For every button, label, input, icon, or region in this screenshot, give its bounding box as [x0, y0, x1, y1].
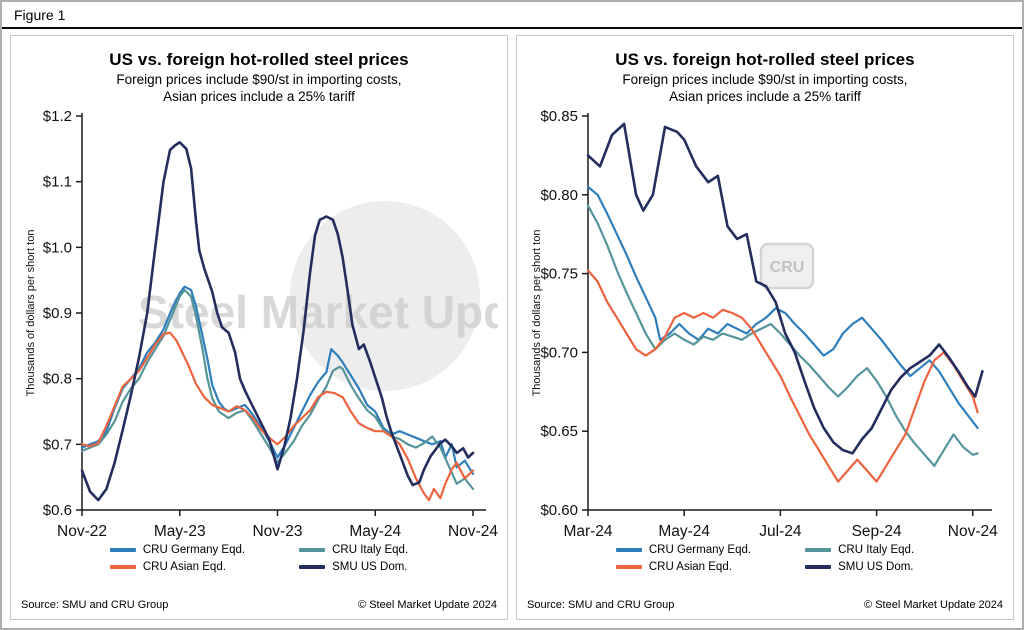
source-note: Source: SMU and CRU Group — [21, 599, 169, 611]
legend-item-smu-us-dom: SMU US Dom. — [805, 561, 914, 573]
legend-line-cru-italy — [299, 548, 326, 552]
legend-label-smu-us-dom: SMU US Dom. — [332, 561, 408, 573]
legend-line-cru-germany — [109, 548, 136, 552]
copyright-note: © Steel Market Update 2024 — [358, 599, 497, 611]
svg-text:$1.2: $1.2 — [43, 108, 72, 125]
svg-text:May-24: May-24 — [658, 523, 710, 540]
chart-panel-right: US vs. foreign hot-rolled steel prices F… — [516, 35, 1014, 620]
svg-text:Nov-22: Nov-22 — [57, 523, 107, 540]
figure-label: Figure 1 — [2, 2, 1022, 29]
price-line-chart-right: CRU $0.60 $0.65 $0.70 $0.75 $0.80 $0.85 Mar-24 M… — [531, 108, 998, 540]
chart-subtitle-line2: Asian prices include a 25% tariff — [669, 89, 861, 104]
legend-item-cru-germany: CRU Germany Eqd. — [615, 544, 752, 556]
legend-label-cru-italy: CRU Italy Eqd. — [332, 544, 409, 556]
chart-subtitle-line1: Foreign prices include $90/st in importi… — [116, 72, 402, 87]
chart-subtitle-line2: Asian prices include a 25% tariff — [163, 89, 355, 104]
chart-panels: US vs. foreign hot-rolled steel prices F… — [2, 29, 1022, 628]
panel-footer-right: Source: SMU and CRU Group © Steel Market… — [517, 593, 1013, 614]
panel-footer-left: Source: SMU and CRU Group © Steel Market… — [11, 593, 507, 614]
svg-text:CRU: CRU — [770, 259, 805, 276]
svg-text:Thousands of dollars per short: Thousands of dollars per short ton — [531, 230, 543, 397]
svg-text:$0.6: $0.6 — [43, 502, 72, 519]
chart-legend-right: CRU Germany Eqd. CRU Italy Eqd. CRU Asia… — [615, 544, 914, 573]
svg-text:$0.70: $0.70 — [540, 344, 578, 361]
legend-label-cru-germany: CRU Germany Eqd. — [142, 544, 246, 556]
svg-text:Thousands of dollars per short: Thousands of dollars per short ton — [25, 230, 37, 397]
chart-legend-left: CRU Germany Eqd. CRU Italy Eqd. CRU Asia… — [109, 544, 408, 573]
chart-title: US vs. foreign hot-rolled steel prices — [109, 50, 409, 69]
legend-item-smu-us-dom: SMU US Dom. — [299, 561, 408, 573]
svg-text:$0.65: $0.65 — [540, 423, 578, 440]
legend-item-cru-italy: CRU Italy Eqd. — [805, 544, 914, 556]
svg-text:Nov-23: Nov-23 — [252, 523, 302, 540]
svg-text:$1.0: $1.0 — [43, 239, 72, 256]
svg-text:May-24: May-24 — [349, 523, 401, 540]
copyright-note: © Steel Market Update 2024 — [864, 599, 1003, 611]
legend-item-cru-asian: CRU Asian Eqd. — [615, 561, 751, 573]
svg-text:Mar-24: Mar-24 — [563, 523, 612, 540]
legend-line-cru-italy — [805, 548, 832, 552]
chart-title: US vs. foreign hot-rolled steel prices — [615, 50, 915, 69]
price-line-chart-left: Steel Market Update$0.6$0.7$0.8$0.9$1.0$… — [25, 108, 498, 540]
svg-text:$0.9: $0.9 — [43, 305, 72, 322]
svg-text:$0.8: $0.8 — [43, 371, 72, 388]
legend-item-cru-asian: CRU Asian Eqd. — [109, 561, 245, 573]
legend-label-smu-us-dom: SMU US Dom. — [838, 561, 914, 573]
legend-line-smu-us-dom — [805, 565, 832, 569]
svg-text:$1.1: $1.1 — [43, 174, 72, 191]
svg-text:$0.75: $0.75 — [540, 266, 578, 283]
chart-panel-left: US vs. foreign hot-rolled steel prices F… — [10, 35, 508, 620]
legend-label-cru-asian: CRU Asian Eqd. — [142, 561, 226, 573]
svg-text:$0.80: $0.80 — [540, 187, 578, 204]
legend-item-cru-germany: CRU Germany Eqd. — [109, 544, 246, 556]
legend-line-cru-asian — [109, 565, 136, 569]
legend-line-cru-germany — [615, 548, 642, 552]
legend-label-cru-germany: CRU Germany Eqd. — [648, 544, 752, 556]
svg-text:Nov-24: Nov-24 — [448, 523, 498, 540]
legend-label-cru-asian: CRU Asian Eqd. — [648, 561, 732, 573]
legend-line-cru-asian — [615, 565, 642, 569]
chart-subtitle-line1: Foreign prices include $90/st in importi… — [622, 72, 908, 87]
svg-text:$0.7: $0.7 — [43, 436, 72, 453]
legend-item-cru-italy: CRU Italy Eqd. — [299, 544, 408, 556]
svg-text:Jul-24: Jul-24 — [759, 523, 802, 540]
legend-label-cru-italy: CRU Italy Eqd. — [838, 544, 915, 556]
legend-line-smu-us-dom — [299, 565, 326, 569]
source-note: Source: SMU and CRU Group — [527, 599, 675, 611]
svg-text:$0.60: $0.60 — [540, 502, 578, 519]
svg-text:Sep-24: Sep-24 — [852, 523, 902, 540]
svg-text:May-23: May-23 — [154, 523, 206, 540]
svg-text:$0.85: $0.85 — [540, 108, 578, 125]
svg-text:Nov-24: Nov-24 — [948, 523, 998, 540]
